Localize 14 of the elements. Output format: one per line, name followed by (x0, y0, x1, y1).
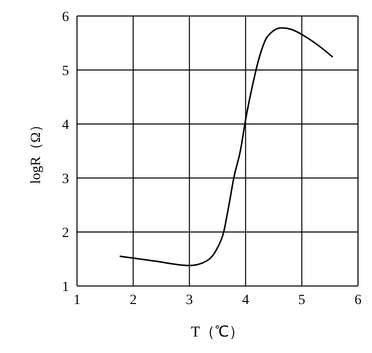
x-tick-label: 6 (354, 292, 362, 308)
y-axis-title: logR（Ω） (28, 118, 44, 184)
y-tick-label: 6 (62, 10, 69, 25)
y-tick-label: 2 (62, 226, 69, 241)
y-tick-label: 4 (62, 118, 69, 133)
x-tick-label: 2 (130, 292, 137, 308)
y-tick-label: 3 (62, 172, 69, 187)
y-tick-label: 5 (62, 64, 69, 79)
x-tick-label: 5 (298, 292, 306, 308)
x-tick-label: 4 (242, 292, 250, 308)
y-tick-label: 1 (62, 280, 69, 295)
x-tick-label: 1 (74, 292, 80, 308)
x-axis-title: T（℃） (190, 324, 244, 341)
x-tick-label: 3 (186, 292, 193, 308)
